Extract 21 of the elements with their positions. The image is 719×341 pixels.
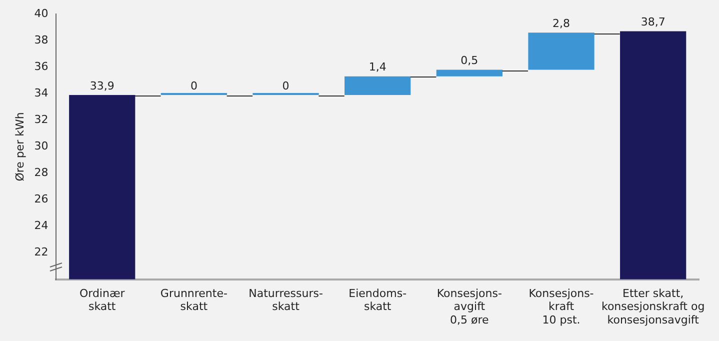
y-tick-label: 30 (34, 140, 48, 153)
y-tick-label: 24 (34, 219, 48, 232)
x-tick-label: Etter skatt, konsesjonskraft og konsesjonsavgift (601, 286, 705, 326)
x-tick-label: Ordinær skatt (79, 286, 126, 314)
x-tick-label: Eiendoms- skatt (348, 286, 407, 314)
x-tick-label: Konsesjons- kraft 10 pst. (528, 286, 594, 326)
y-tick-label: 38 (34, 33, 48, 46)
y-tick-label: 40 (34, 6, 48, 20)
data-label: 2,8 (552, 16, 570, 30)
x-tick-label: Grunnrente- skatt (160, 286, 228, 314)
y-tick-label: 28 (34, 166, 48, 180)
y-tick-label: 26 (34, 192, 48, 206)
data-label: 33,9 (90, 79, 114, 92)
y-axis-title: Øre per kWh (13, 112, 26, 182)
x-tick-label: Konsesjons- avgift 0,5 øre (436, 286, 502, 326)
y-tick-label: 22 (34, 246, 48, 259)
x-tick-label: Naturressurs- skatt (248, 286, 323, 314)
y-tick-label: 34 (34, 86, 48, 100)
data-label: 38,7 (640, 16, 666, 29)
y-tick-label: 32 (34, 113, 48, 126)
y-tick-label: 36 (34, 60, 48, 73)
